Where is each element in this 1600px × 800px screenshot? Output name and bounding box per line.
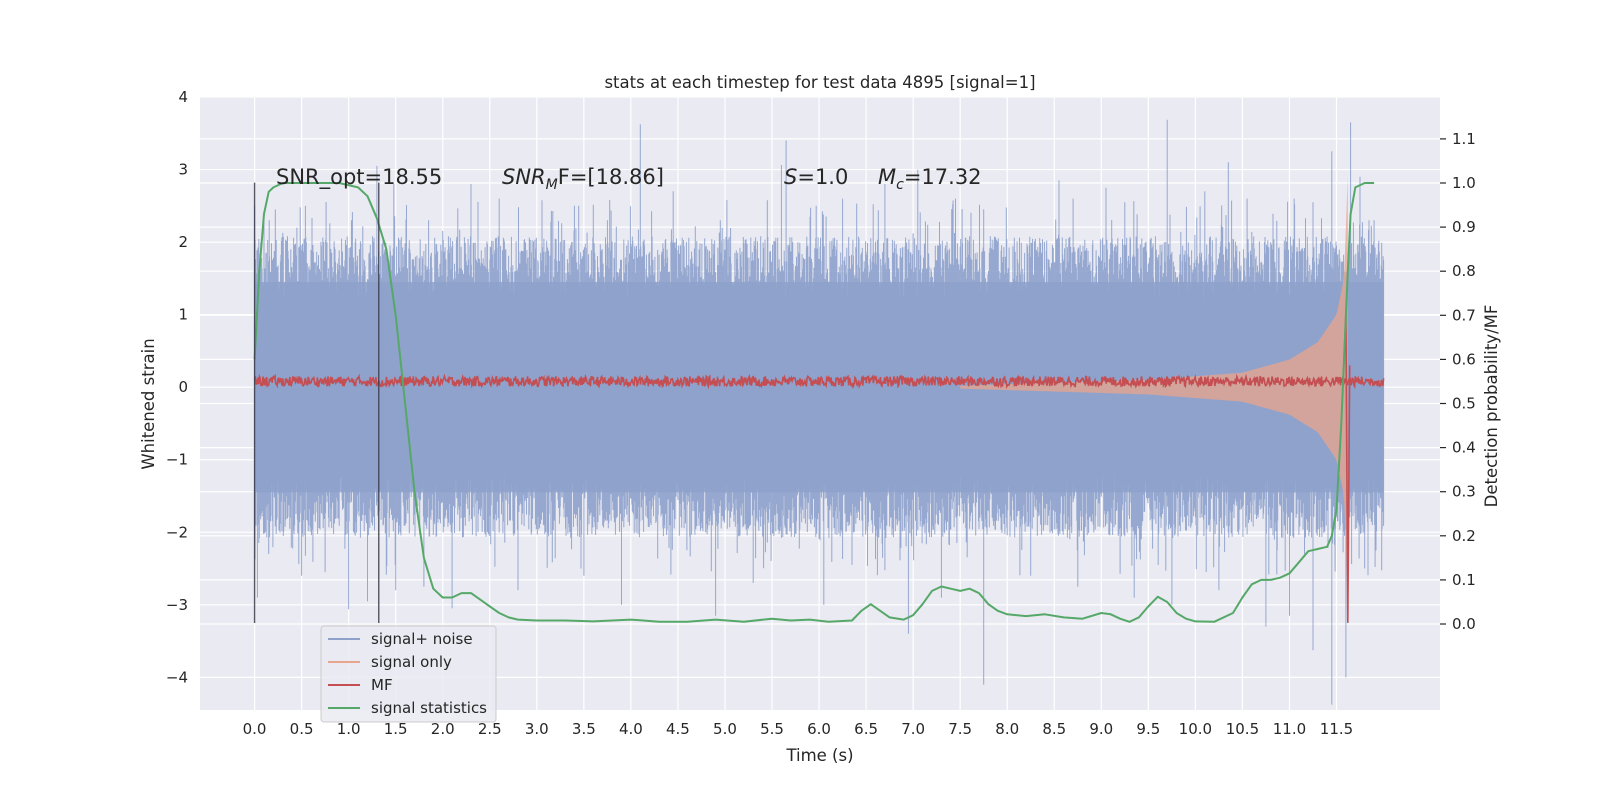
snr-mf-annotation: SNRMF=[18.86]	[502, 165, 664, 193]
y-tick-label: 3	[178, 161, 188, 179]
y2-tick-label: 0.2	[1452, 527, 1476, 545]
y2-tick-label: 1.1	[1452, 130, 1476, 148]
x-tick-label: 2.5	[478, 720, 502, 738]
x-tick-label: 9.0	[1089, 720, 1113, 738]
legend-label-signal-statistics: signal statistics	[371, 699, 487, 717]
y2-tick-label: 0.0	[1452, 615, 1476, 633]
y2-tick-label: 0.7	[1452, 306, 1476, 324]
mc-symbol: M	[878, 165, 896, 189]
x-tick-label: 9.5	[1136, 720, 1160, 738]
y2-axis-ticks: 1.1 1.0 0.9 0.8 0.7 0.6 0.5 0.4 0.3 0.2 0.1 0.0	[1440, 130, 1476, 633]
x-tick-label: 10.5	[1226, 720, 1259, 738]
x-tick-label: 0.0	[243, 720, 267, 738]
y-tick-label: −3	[166, 596, 188, 614]
mc-annotation: Mc=17.32	[878, 165, 982, 193]
chart-title: stats at each timestep for test data 489…	[604, 73, 1035, 92]
x-tick-label: 3.0	[525, 720, 549, 738]
series-signal-statistics	[253, 182, 1375, 623]
x-tick-label: 0.5	[290, 720, 314, 738]
y-tick-label: −2	[166, 523, 188, 541]
y-tick-label: 2	[178, 233, 188, 251]
snr-mf-rest: F=[18.86]	[558, 165, 664, 189]
vertical-markers	[253, 182, 380, 623]
x-axis-label: Time (s)	[785, 746, 853, 765]
y-tick-label: −4	[166, 668, 188, 686]
x-tick-label: 1.0	[337, 720, 361, 738]
legend: signal+ noise signal only MF signal stat…	[320, 625, 497, 723]
series-mf	[253, 373, 1385, 390]
x-tick-label: 10.0	[1179, 720, 1212, 738]
y2-tick-label: 0.8	[1452, 262, 1476, 280]
y2-tick-label: 0.4	[1452, 439, 1476, 457]
y-tick-label: 1	[178, 306, 188, 324]
x-tick-label: 8.0	[995, 720, 1019, 738]
y2-tick-label: 1.0	[1452, 174, 1476, 192]
series-layer	[253, 119, 1385, 705]
y2-tick-label: 0.3	[1452, 483, 1476, 501]
s-annotation: S=1.0	[784, 165, 848, 189]
x-tick-label: 1.5	[384, 720, 408, 738]
legend-label-signal-only: signal only	[371, 653, 452, 671]
y-tick-label: 0	[178, 378, 188, 396]
s-value: =1.0	[797, 165, 848, 189]
y2-axis-label: Detection probability/MF	[1482, 305, 1501, 508]
s-symbol: S	[784, 165, 797, 189]
x-tick-label: 6.5	[854, 720, 878, 738]
legend-label-mf: MF	[371, 676, 393, 694]
x-tick-label: 11.5	[1320, 720, 1353, 738]
snr-mf-sub: M	[546, 177, 558, 193]
x-axis-ticks: 0.0 0.5 1.0 1.5 2.0 2.5 3.0 3.5 4.0 4.5 5.0 5.5 6.0 6…	[243, 720, 1354, 738]
series-signal-only	[960, 176, 1348, 598]
y2-tick-label: 0.1	[1452, 571, 1476, 589]
y2-tick-label: 0.6	[1452, 350, 1476, 368]
annotations: SNR_opt=18.55 SNRMF=[18.86] S=1.0 Mc=17.…	[276, 165, 982, 193]
x-tick-label: 2.0	[431, 720, 455, 738]
x-tick-label: 7.0	[901, 720, 925, 738]
y-tick-label: 4	[178, 88, 188, 106]
mc-value: =17.32	[904, 165, 982, 189]
y2-tick-label: 0.5	[1452, 395, 1476, 413]
y-axis-label: Whitened strain	[139, 338, 158, 469]
x-tick-label: 3.5	[572, 720, 596, 738]
x-tick-label: 7.5	[948, 720, 972, 738]
x-tick-label: 5.0	[713, 720, 737, 738]
x-tick-label: 6.0	[807, 720, 831, 738]
x-tick-label: 5.5	[760, 720, 784, 738]
x-tick-label: 4.5	[666, 720, 690, 738]
y-tick-label: −1	[166, 451, 188, 469]
legend-box	[320, 625, 497, 723]
x-tick-label: 11.0	[1273, 720, 1306, 738]
y2-tick-label: 0.9	[1452, 218, 1476, 236]
mc-sub: c	[896, 177, 904, 193]
snr-mf-main: SNR	[502, 165, 546, 189]
snr-opt-annotation: SNR_opt=18.55	[276, 165, 442, 190]
y-axis-ticks: 4 3 2 1 0 −1 −2 −3 −4	[166, 88, 188, 686]
x-tick-label: 8.5	[1042, 720, 1066, 738]
x-tick-label: 4.0	[619, 720, 643, 738]
legend-label-signal-noise: signal+ noise	[371, 630, 473, 648]
